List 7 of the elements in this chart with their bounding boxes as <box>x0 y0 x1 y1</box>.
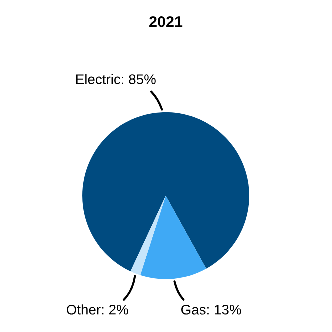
slice-label: Gas: 13% <box>182 304 242 315</box>
pie-slice <box>130 196 166 276</box>
pie-slice <box>82 112 250 272</box>
chart-title: 2021 <box>150 16 183 28</box>
pie-slice <box>140 196 206 280</box>
slice-label: Electric: 85% <box>76 74 156 84</box>
slice-label: Other: 2% <box>67 304 128 315</box>
